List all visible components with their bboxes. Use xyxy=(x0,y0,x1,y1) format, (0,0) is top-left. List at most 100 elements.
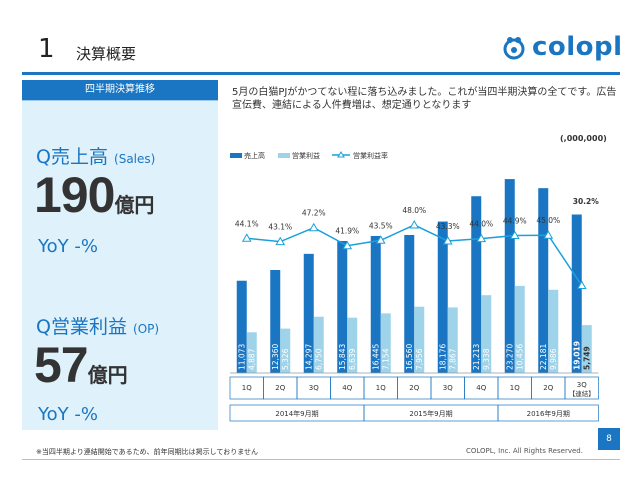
bar-label-op: 4,887 xyxy=(247,348,256,370)
margin-marker xyxy=(576,280,587,290)
margin-label: 43.1% xyxy=(268,223,292,232)
bar-label-op: 5,326 xyxy=(281,348,290,370)
bar-sales xyxy=(504,179,515,373)
bar-sales xyxy=(571,214,582,373)
bottom-rule xyxy=(22,459,620,460)
bar-label-sales: 16,560 xyxy=(405,344,414,370)
margin-label: 48.0% xyxy=(402,206,426,215)
margin-marker xyxy=(241,233,252,242)
margin-label: 44.9% xyxy=(503,217,527,226)
sales-label-sub: (Sales) xyxy=(114,152,156,166)
legend-label-op: 営業利益 xyxy=(292,151,320,160)
category-note: 【連結】 xyxy=(569,389,595,398)
bar-sales xyxy=(437,221,448,373)
bar-label-sales: 19,019 xyxy=(572,341,581,370)
bar-sales xyxy=(404,235,415,373)
category-label: 1Q xyxy=(510,384,520,392)
sales-value: 190 xyxy=(34,167,115,223)
bar-label-sales: 22,181 xyxy=(539,344,548,370)
bar-label-op: 9,338 xyxy=(482,348,491,370)
op-value-row: 57億円 xyxy=(34,336,128,394)
margin-label: 45.0% xyxy=(536,216,560,225)
legend-label-margin: 営業利益率 xyxy=(353,151,388,160)
bar-op xyxy=(246,332,257,373)
bar-label-op: 9,986 xyxy=(549,348,558,370)
bar-op xyxy=(280,328,291,373)
legend-marker-margin xyxy=(337,151,345,158)
margin-label: 43.5% xyxy=(369,221,393,230)
kpi-panel xyxy=(22,80,218,430)
margin-marker xyxy=(375,235,386,244)
op-label-sub: (OP) xyxy=(133,322,160,336)
category-label: 4Q xyxy=(476,384,486,392)
bar-op xyxy=(347,317,358,373)
category-label: 1Q xyxy=(376,384,386,392)
sales-value-row: 190億円 xyxy=(34,166,154,224)
colopl-logo-icon xyxy=(503,37,525,60)
bar-label-op: 6,750 xyxy=(314,348,323,370)
bar-sales xyxy=(471,196,482,373)
bar-sales xyxy=(370,235,381,373)
slide-title: 決算概要 xyxy=(76,45,137,63)
sales-yoy: YoY -% xyxy=(38,236,98,257)
bar-label-sales: 18,176 xyxy=(438,344,447,370)
page-number: 8 xyxy=(598,428,620,450)
panel-tab: 四半期決算推移 xyxy=(22,80,218,100)
margin-marker xyxy=(275,236,286,246)
bar-sales xyxy=(270,270,281,373)
margin-label: 41.9% xyxy=(335,227,359,236)
category-label: 4Q xyxy=(342,384,352,392)
group-label: 2016年9月期 xyxy=(527,409,570,418)
margin-marker xyxy=(509,230,520,240)
bar-label-op: 7,154 xyxy=(381,348,390,370)
op-label: Q営業利益 (OP) xyxy=(36,312,159,339)
legend-label-sales: 売上高 xyxy=(244,151,265,160)
bar-label-op: 10,456 xyxy=(515,344,524,370)
group-cell xyxy=(497,404,599,422)
bar-label-sales: 11,073 xyxy=(237,344,246,370)
category-label: 2Q xyxy=(543,384,553,392)
bar-sales xyxy=(538,188,549,373)
logo-text: colopl xyxy=(532,32,623,62)
footnote: ※当四半期より連結開始であるため、前年同期比は掲示しておりません xyxy=(36,448,259,456)
bar-label-op: 7,956 xyxy=(415,348,424,370)
bar-op xyxy=(414,306,425,373)
quarterly-chart: 売上高 営業利益 営業利益率 11,073 4,887 12,360 5,326 14,297… xyxy=(229,151,599,422)
bar-op xyxy=(481,295,492,373)
margin-marker xyxy=(476,233,487,243)
description: 5月の白猫PJがかつてない程に落ち込みました。これが当四半期決算の全てです。広告… xyxy=(232,87,617,111)
legend-swatch-sales xyxy=(230,153,242,158)
margin-marker xyxy=(543,230,554,239)
op-yoy: YoY -% xyxy=(38,404,98,425)
margin-label: 43.3% xyxy=(436,222,460,231)
category-label: 1Q xyxy=(242,384,252,392)
category-label: 3Q xyxy=(443,384,453,392)
bar-op xyxy=(313,316,324,373)
slide-number: 1 xyxy=(38,34,55,64)
bar-op xyxy=(581,325,592,373)
margin-label: 44.1% xyxy=(235,219,259,228)
category-label: 2Q xyxy=(409,384,419,392)
sales-unit: 億円 xyxy=(114,193,155,217)
margin-label: 47.2% xyxy=(302,209,326,218)
margin-label: 44.0% xyxy=(469,220,493,229)
margin-marker xyxy=(308,222,319,232)
category-label: 3Q xyxy=(309,384,319,392)
panel-tab-rule xyxy=(22,100,218,101)
bar-label-op: 7,867 xyxy=(448,348,457,370)
bar-label-sales: 12,360 xyxy=(271,344,280,370)
bar-label-op: 5,749 xyxy=(582,346,591,370)
margin-marker xyxy=(342,240,353,250)
bar-op xyxy=(447,307,458,373)
op-label-main: Q営業利益 xyxy=(36,316,127,338)
copyright: COLOPL, Inc. All Rights Reserved. xyxy=(466,447,583,455)
bar-op xyxy=(380,313,391,373)
margin-marker xyxy=(409,219,420,229)
bar-label-sales: 16,445 xyxy=(371,344,380,370)
bar-label-op: 6,639 xyxy=(348,348,357,370)
sales-label: Q売上高 (Sales) xyxy=(36,142,155,169)
legend-swatch-op xyxy=(278,153,290,158)
group-label: 2015年9月期 xyxy=(409,409,452,418)
bar-op xyxy=(514,285,525,373)
margin-marker xyxy=(442,235,453,245)
